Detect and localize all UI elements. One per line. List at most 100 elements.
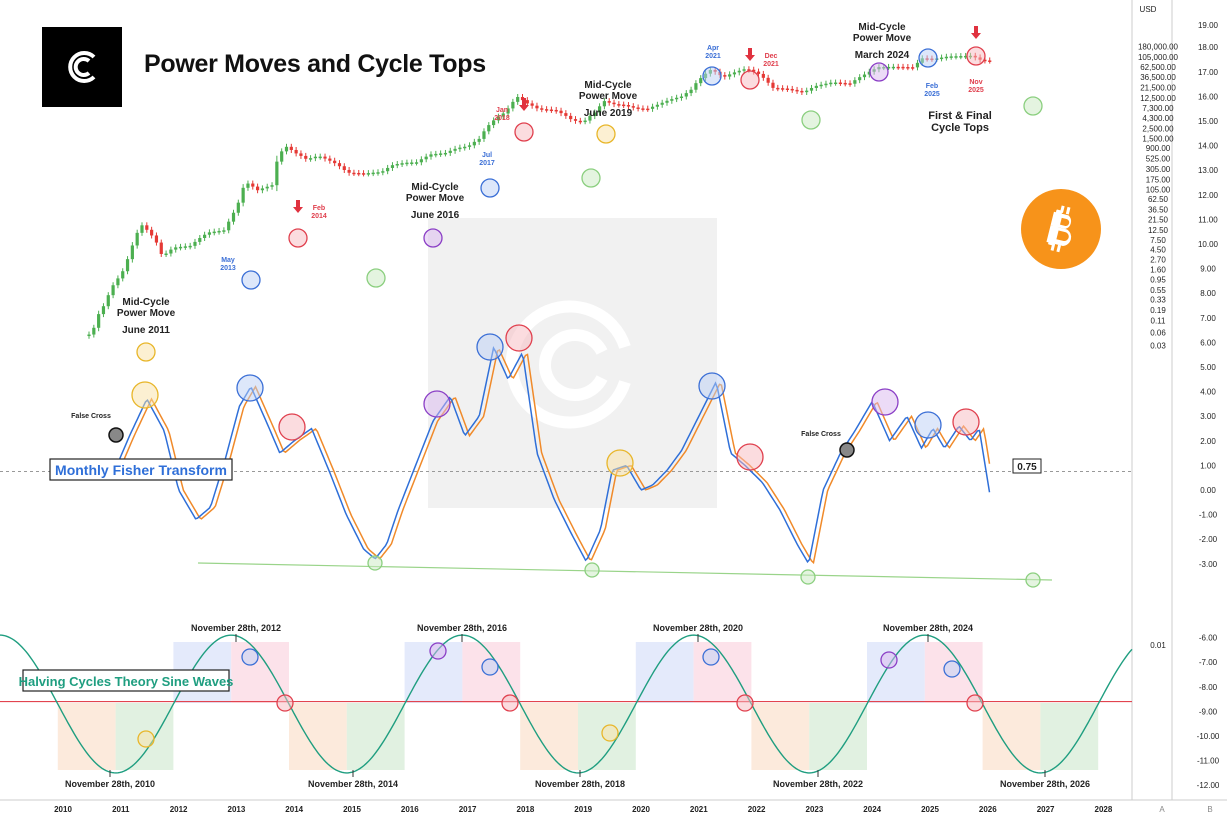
price-candle bbox=[294, 149, 298, 154]
price-candle bbox=[419, 159, 423, 163]
top-marker-year: 2014 bbox=[311, 213, 327, 220]
mid-cycle-date: March 2024 bbox=[855, 50, 910, 61]
price-candle bbox=[207, 232, 212, 235]
fisher-marker-circle bbox=[736, 443, 764, 471]
x-tick-label: 2012 bbox=[170, 805, 188, 814]
indicator-tick-label: 2.00 bbox=[1200, 437, 1216, 446]
price-candle bbox=[853, 80, 857, 84]
price-candle bbox=[289, 146, 293, 150]
bitcoin-icon bbox=[1046, 205, 1072, 253]
price-candle bbox=[227, 221, 231, 231]
indicator-tick-label: -1.00 bbox=[1199, 511, 1218, 520]
sine-zone bbox=[635, 642, 694, 703]
price-candle bbox=[386, 167, 390, 172]
sine-marker-circle bbox=[241, 648, 259, 666]
price-candle bbox=[251, 183, 255, 187]
sine-marker-circle bbox=[481, 658, 499, 676]
price-candle bbox=[983, 59, 987, 62]
price-candle bbox=[790, 88, 794, 91]
sine-marker-circle bbox=[880, 651, 898, 669]
x-tick-label: 2028 bbox=[1095, 805, 1113, 814]
price-candles bbox=[87, 52, 992, 339]
sine-zone bbox=[346, 703, 405, 770]
indicator-tick-label: 9.00 bbox=[1200, 265, 1216, 274]
indicator-tick-label: -9.00 bbox=[1199, 707, 1218, 716]
price-candle bbox=[178, 246, 183, 249]
top-marker-month: Apr bbox=[707, 45, 719, 52]
price-candle bbox=[169, 249, 173, 254]
price-candle bbox=[212, 231, 216, 234]
price-candle bbox=[313, 156, 317, 159]
price-candle bbox=[646, 108, 650, 111]
price-candle bbox=[299, 153, 303, 156]
mid-cycle-label: Power Move bbox=[579, 91, 638, 102]
top-marker-year: 2017 bbox=[479, 160, 495, 167]
mid-cycle-label: Power Move bbox=[853, 33, 912, 44]
price-candle bbox=[891, 66, 895, 69]
price-candle bbox=[255, 186, 260, 191]
price-candle bbox=[275, 161, 279, 186]
price-candle bbox=[125, 259, 130, 272]
x-tick-label: 2025 bbox=[921, 805, 939, 814]
x-tick-label: 2011 bbox=[112, 805, 130, 814]
price-candle bbox=[381, 171, 385, 173]
price-candle bbox=[848, 83, 852, 85]
down-arrow-icon bbox=[971, 26, 981, 39]
price-candle bbox=[439, 153, 443, 155]
price-tick-label: 36.50 bbox=[1148, 206, 1169, 215]
price-candle bbox=[752, 69, 756, 72]
price-candle bbox=[665, 100, 669, 103]
price-candle bbox=[689, 89, 693, 94]
price-candle bbox=[530, 103, 534, 106]
indicator-tick-label: 12.00 bbox=[1198, 191, 1219, 200]
price-candle bbox=[631, 106, 635, 108]
price-candle bbox=[554, 109, 558, 112]
top-marker-year: 2021 bbox=[763, 61, 779, 68]
price-candle bbox=[270, 185, 274, 187]
price-candle bbox=[650, 106, 655, 109]
price-candle bbox=[954, 56, 958, 58]
mid-cycle-date: June 2011 bbox=[122, 325, 170, 336]
price-candle bbox=[337, 163, 342, 167]
price-tick-label: 0.95 bbox=[1150, 275, 1166, 284]
top-marker-year: 2021 bbox=[705, 53, 721, 60]
price-candle bbox=[130, 245, 134, 260]
price-marker-circle bbox=[480, 178, 500, 198]
price-marker-circle bbox=[136, 342, 156, 362]
price-candle bbox=[607, 101, 611, 103]
indicator-tick-label: 13.00 bbox=[1198, 166, 1219, 175]
price-marker-circle bbox=[1023, 96, 1043, 116]
price-marker-circle bbox=[966, 46, 986, 66]
sine-zone bbox=[1040, 703, 1099, 770]
watermark-c-outer bbox=[505, 300, 631, 429]
x-tick-label: 2015 bbox=[343, 805, 361, 814]
price-candle bbox=[622, 104, 626, 107]
mid-cycle-date: June 2016 bbox=[411, 210, 460, 221]
price-candle bbox=[492, 120, 496, 126]
price-candle bbox=[154, 235, 159, 243]
price-candle bbox=[737, 70, 741, 73]
x-tick-label: 2026 bbox=[979, 805, 997, 814]
x-tick-label: 2023 bbox=[806, 805, 824, 814]
price-candle bbox=[376, 172, 380, 174]
price-candle bbox=[535, 105, 539, 109]
price-candle bbox=[357, 172, 361, 175]
price-candle bbox=[424, 156, 428, 160]
brand-logo bbox=[42, 27, 122, 107]
price-tick-label: 0.03 bbox=[1150, 342, 1166, 351]
price-tick-label: 105.00 bbox=[1146, 185, 1171, 194]
price-candle bbox=[781, 88, 785, 90]
price-candle bbox=[742, 69, 746, 71]
price-candle bbox=[405, 162, 409, 165]
price-candle bbox=[304, 155, 308, 159]
down-arrow-icon bbox=[745, 48, 755, 61]
top-marker-month: Feb bbox=[926, 83, 938, 90]
price-candle bbox=[747, 69, 751, 71]
axis-corner-label: B bbox=[1207, 805, 1212, 814]
price-candle bbox=[410, 162, 414, 164]
price-candle bbox=[511, 101, 515, 109]
price-marker-circle bbox=[423, 228, 443, 248]
price-candle bbox=[188, 245, 192, 248]
price-candle bbox=[911, 67, 915, 69]
